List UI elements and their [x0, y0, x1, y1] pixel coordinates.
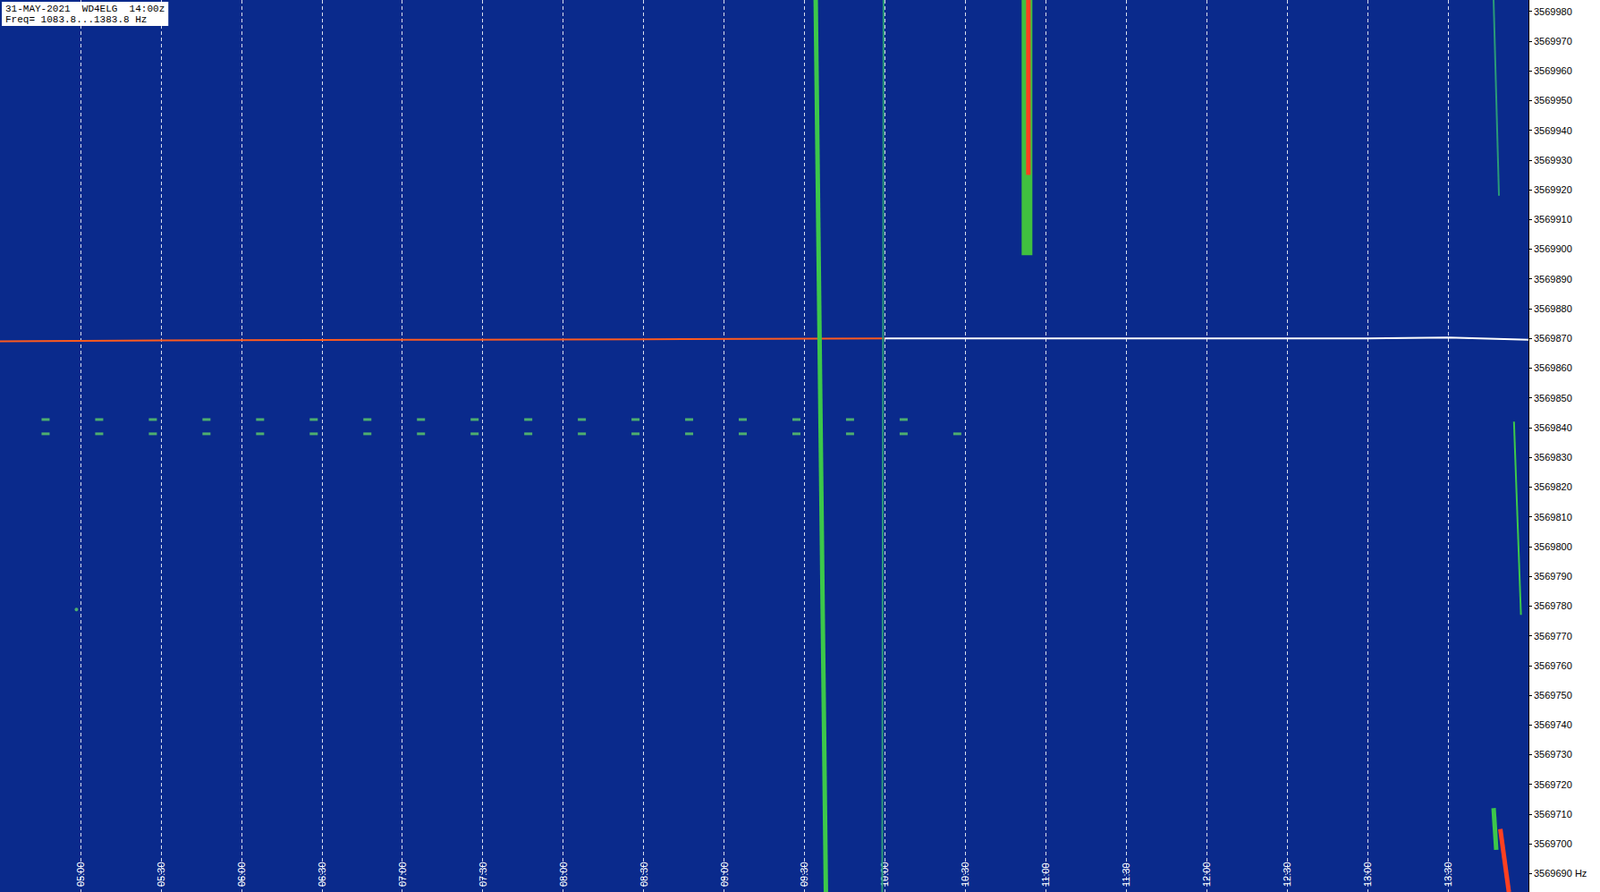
- svg-text:12:00: 12:00: [1201, 861, 1212, 887]
- svg-text:05:30: 05:30: [155, 861, 167, 887]
- svg-text:07:30: 07:30: [477, 861, 489, 887]
- svg-text:3569700: 3569700: [1533, 838, 1573, 849]
- svg-text:06:00: 06:00: [236, 861, 247, 887]
- svg-text:3569840: 3569840: [1533, 422, 1573, 433]
- svg-text:3569830: 3569830: [1533, 451, 1573, 463]
- svg-text:12:30: 12:30: [1281, 861, 1293, 887]
- svg-text:10:00: 10:00: [879, 861, 890, 887]
- svg-text:3569820: 3569820: [1533, 481, 1573, 492]
- svg-text:3569690 Hz: 3569690 Hz: [1533, 867, 1587, 879]
- svg-text:3569800: 3569800: [1533, 541, 1573, 552]
- svg-text:3569730: 3569730: [1533, 748, 1573, 760]
- svg-text:3569920: 3569920: [1533, 184, 1573, 195]
- svg-text:3569950: 3569950: [1533, 94, 1573, 106]
- svg-text:3569850: 3569850: [1533, 392, 1573, 404]
- svg-text:3569780: 3569780: [1533, 600, 1573, 611]
- svg-text:3569870: 3569870: [1533, 332, 1573, 344]
- svg-text:13:30: 13:30: [1442, 861, 1454, 887]
- svg-text:3569970: 3569970: [1533, 35, 1573, 47]
- svg-text:3569770: 3569770: [1533, 630, 1573, 642]
- svg-text:13:00: 13:00: [1362, 861, 1373, 887]
- svg-text:3569860: 3569860: [1533, 362, 1573, 373]
- svg-text:3569910: 3569910: [1533, 213, 1573, 225]
- svg-text:3569900: 3569900: [1533, 243, 1573, 254]
- svg-text:31-MAY-2021 WD4ELG 14:00z: 31-MAY-2021 WD4ELG 14:00z: [5, 3, 165, 15]
- svg-text:3569960: 3569960: [1533, 65, 1573, 77]
- svg-text:3569880: 3569880: [1533, 303, 1573, 314]
- svg-text:3569710: 3569710: [1533, 808, 1573, 820]
- svg-text:10:30: 10:30: [959, 861, 971, 887]
- svg-text:3569720: 3569720: [1533, 778, 1573, 790]
- svg-text:3569940: 3569940: [1533, 125, 1573, 136]
- svg-text:3569890: 3569890: [1533, 273, 1573, 285]
- svg-text:06:30: 06:30: [316, 861, 328, 887]
- svg-text:Freq= 1083.8...1383.8 Hz: Freq= 1083.8...1383.8 Hz: [5, 14, 147, 26]
- svg-text:09:00: 09:00: [719, 861, 730, 887]
- svg-text:3569750: 3569750: [1533, 689, 1573, 701]
- svg-text:08:00: 08:00: [558, 861, 569, 887]
- svg-text:3569790: 3569790: [1533, 570, 1573, 582]
- svg-text:3569760: 3569760: [1533, 660, 1573, 671]
- svg-text:11:00: 11:00: [1040, 862, 1051, 887]
- svg-text:3569740: 3569740: [1533, 719, 1573, 730]
- svg-text:09:30: 09:30: [798, 861, 810, 887]
- svg-text:3569810: 3569810: [1533, 511, 1573, 523]
- svg-text:3569930: 3569930: [1533, 154, 1573, 166]
- svg-text:11:30: 11:30: [1120, 862, 1132, 887]
- svg-text:07:00: 07:00: [397, 861, 408, 887]
- svg-text:05:00: 05:00: [75, 861, 86, 887]
- svg-text:3569980: 3569980: [1533, 6, 1573, 17]
- svg-text:08:30: 08:30: [638, 861, 650, 887]
